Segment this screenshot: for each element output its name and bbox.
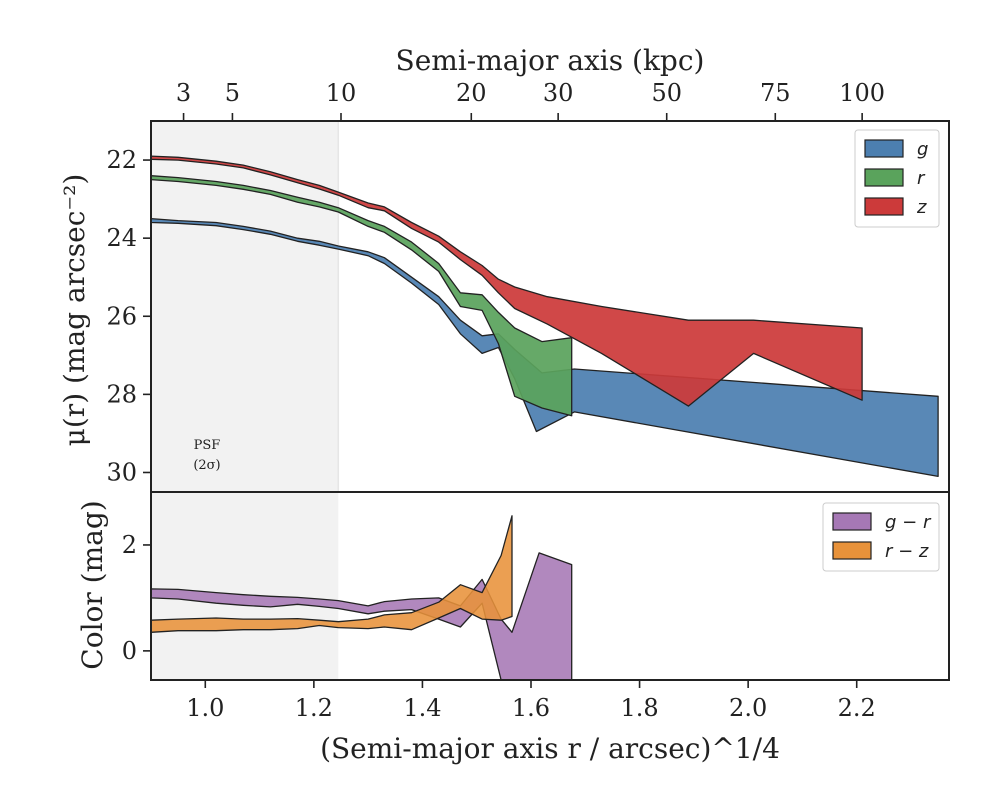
axis-ticks: 22 24 26 28 30 0 2 1.0 1.2 1.4 1.6 1.8 2.0 2.2 3 5 10 20 3… xyxy=(106,79,885,722)
y-tick-label: 30 xyxy=(106,458,137,486)
psf-sigma-label: (2σ) xyxy=(193,458,220,473)
x-tick-label: 2.0 xyxy=(729,694,767,722)
band-r xyxy=(151,175,573,417)
x-axis-title: (Semi-major axis r / arcsec)^1/4 xyxy=(320,732,780,765)
legend-swatch-z xyxy=(864,197,904,216)
color-y-tick-label: 0 xyxy=(122,637,137,665)
legend-label-r: r xyxy=(917,168,926,189)
band-g xyxy=(151,217,939,478)
band-r-z xyxy=(151,515,513,633)
top-x-axis-title: Semi-major axis (kpc) xyxy=(396,44,705,77)
bottom-panel-frame xyxy=(150,491,950,681)
top-x-tick-label: 50 xyxy=(651,79,682,107)
y-tick-label: 28 xyxy=(106,380,137,408)
color-y-tick-label: 2 xyxy=(122,531,137,559)
legend-surface-brightness: grz xyxy=(854,129,940,228)
legend-label-r-z: r − z xyxy=(885,541,929,562)
legend-label-g: g xyxy=(917,139,928,160)
legend-label-z: z xyxy=(916,197,927,218)
legend-color: g − r r − z xyxy=(822,502,940,572)
x-tick-label: 1.0 xyxy=(186,694,224,722)
x-tick-label: 1.6 xyxy=(512,694,550,722)
legend-swatch-g xyxy=(864,139,904,158)
psf-shade-rect xyxy=(151,121,339,492)
y-axis-title-surface-brightness: μ(r) (mag arcsec⁻²) xyxy=(58,174,91,447)
x-tick-label: 1.8 xyxy=(620,694,658,722)
top-x-tick-label: 30 xyxy=(543,79,574,107)
y-tick-label: 22 xyxy=(106,146,137,174)
top-x-tick-label: 3 xyxy=(176,79,191,107)
top-x-tick-label: 100 xyxy=(839,79,885,107)
psf-shaded-region-color xyxy=(151,493,339,680)
legend-swatch-r xyxy=(864,168,904,187)
psf-label: PSF xyxy=(194,438,221,453)
surface-brightness-bands xyxy=(151,155,939,478)
top-x-tick-label: 20 xyxy=(456,79,487,107)
x-tick-label: 1.4 xyxy=(403,694,441,722)
band-z xyxy=(151,155,863,407)
top-x-tick-label: 5 xyxy=(225,79,240,107)
x-tick-label: 1.2 xyxy=(295,694,333,722)
y-axis-title-color: Color (mag) xyxy=(76,500,109,669)
x-tick-label: 2.2 xyxy=(838,694,876,722)
top-x-tick-label: 10 xyxy=(326,79,357,107)
legend-swatch-r-z xyxy=(832,541,872,560)
top-x-tick-label: 75 xyxy=(760,79,791,107)
y-tick-label: 24 xyxy=(106,224,137,252)
legend-swatch-g-r xyxy=(832,512,872,531)
color-bands xyxy=(151,515,573,680)
y-tick-label: 26 xyxy=(106,302,137,330)
legend-label-g-r: g − r xyxy=(885,512,932,533)
psf-shade-rect-color xyxy=(151,493,339,680)
